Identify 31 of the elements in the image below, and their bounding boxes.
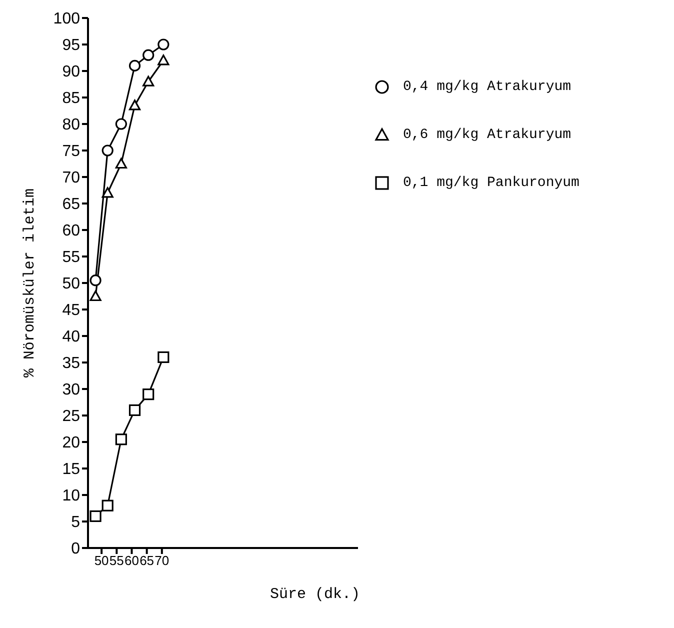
y-tick-label: 35 — [62, 355, 80, 372]
legend-label: 0,6 mg/kg Atrakuryum — [403, 127, 572, 143]
y-tick-label: 10 — [62, 488, 80, 505]
y-axis-title: % Nöromüsküler iletim — [21, 188, 38, 378]
y-tick-label: 60 — [62, 222, 80, 240]
y-tick-label: 90 — [62, 64, 80, 81]
y-tick-label: 95 — [62, 37, 80, 54]
y-tick-label: 45 — [62, 302, 80, 320]
y-tick-label: 0 — [71, 540, 80, 558]
y-tick-label: 40 — [62, 328, 80, 346]
y-tick-label: 30 — [62, 382, 80, 399]
x-tick-label: 70 — [154, 553, 170, 568]
y-tick-label: 50 — [62, 276, 80, 293]
legend-label: 0,4 mg/kg Atrakuryum — [403, 79, 572, 95]
y-tick-label: 25 — [62, 408, 80, 426]
y-tick-label: 100 — [53, 10, 80, 28]
y-tick-label: 80 — [62, 116, 80, 134]
x-tick-label: 50 — [94, 553, 109, 568]
x-tick-label: 55 — [109, 553, 124, 568]
y-tick-label: 65 — [62, 196, 80, 214]
x-axis-title: Süre (dk.) — [270, 586, 360, 603]
y-tick-label: 85 — [62, 90, 80, 108]
y-tick-label: 55 — [62, 249, 80, 266]
y-tick-label: 75 — [62, 143, 80, 160]
y-tick-label: 5 — [71, 514, 80, 532]
y-tick-label: 70 — [62, 170, 80, 187]
x-tick-label: 65 — [140, 553, 154, 568]
y-tick-label: 15 — [62, 461, 80, 478]
x-tick-label: 60 — [124, 553, 139, 568]
legend-label: 0,1 mg/kg Pankuronyum — [403, 175, 580, 191]
y-tick-label: 20 — [62, 434, 80, 452]
